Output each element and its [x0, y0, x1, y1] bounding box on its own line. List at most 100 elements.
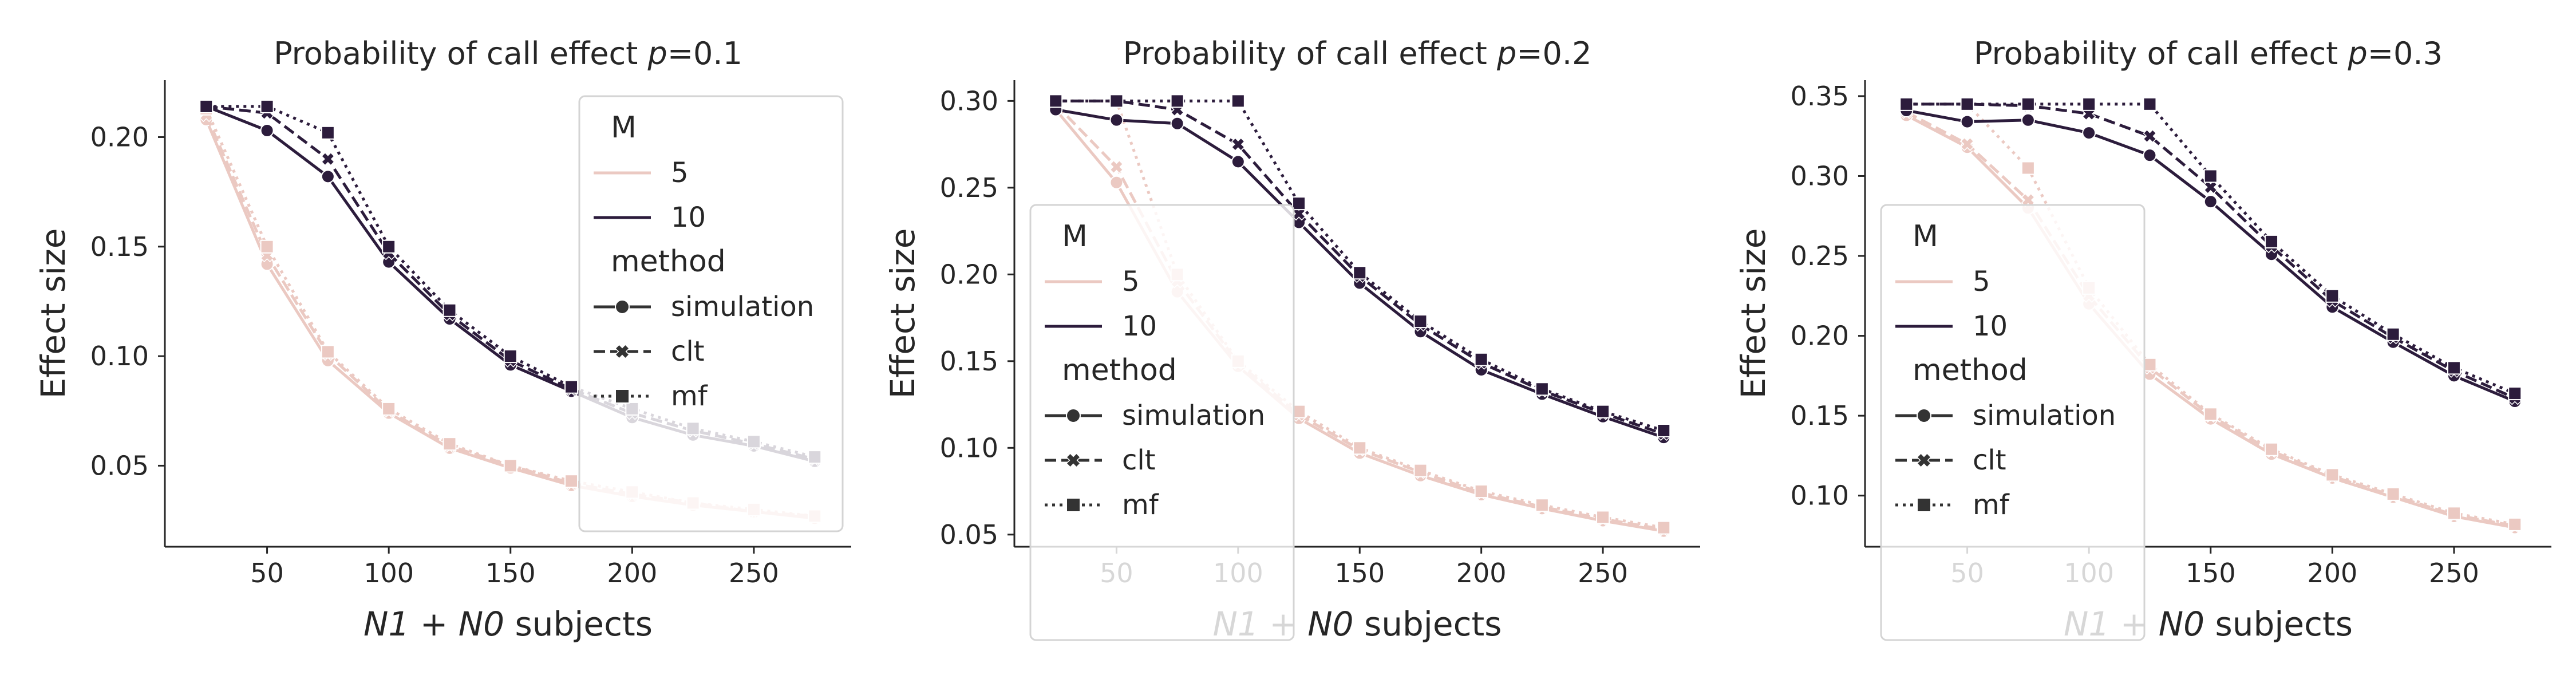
- data-point: [2508, 517, 2522, 531]
- legend-marker: [614, 344, 630, 360]
- y-axis-label: Effect size: [883, 228, 922, 399]
- data-point: [1109, 113, 1124, 127]
- legend-frame: [1880, 204, 2146, 641]
- y-tick-label: 0.35: [1791, 81, 1849, 112]
- chart-title-prefix: Probability of call effect: [274, 35, 647, 72]
- chart-panel-1: Probability of call effect p=0.1 50 100 150…: [34, 35, 851, 643]
- data-point: [1596, 510, 1610, 524]
- y-tick-label: 0.20: [1791, 321, 1849, 352]
- x-axis-label-text: subjects: [515, 605, 653, 643]
- data-point: [1899, 97, 1914, 111]
- data-point: [2143, 148, 2157, 163]
- data-point: [321, 152, 335, 166]
- legend-frame: [578, 95, 844, 532]
- data-point: [1353, 266, 1367, 280]
- y-tick-label: 0.05: [940, 519, 998, 550]
- legend-title-style: method: [1913, 353, 2028, 388]
- y-tick-label: 0.05: [90, 450, 149, 481]
- data-point: [564, 474, 579, 488]
- y-tick-label: 0.20: [90, 121, 149, 152]
- y-axis-label: Effect size: [1734, 228, 1773, 399]
- chart-title-variable: p: [2348, 35, 2368, 72]
- legend-marker: [1917, 408, 1931, 423]
- data-point: [1353, 441, 1367, 455]
- data-point: [1960, 137, 1974, 151]
- chart-title-prefix: Probability of call effect: [1123, 35, 1497, 72]
- series-M10-mf: [1049, 94, 1671, 438]
- x-tick-label: 250: [1578, 558, 1628, 589]
- y-axis-label: Effect size: [34, 228, 73, 399]
- data-point: [2203, 180, 2218, 195]
- data-point: [2386, 327, 2400, 341]
- chart-panel-2: Probability of call effect p=0.250100150…: [883, 35, 1700, 643]
- legend: M 5 10 method simulation clt mf: [1029, 204, 1295, 641]
- data-point: [2082, 126, 2096, 140]
- data-point: [2203, 195, 2218, 209]
- y-tick-label: 0.30: [1791, 160, 1849, 191]
- series-M10-mf: [1899, 97, 2522, 401]
- series-line: [206, 105, 815, 459]
- series-line: [1906, 102, 2516, 400]
- chart-title: Probability of call effect p=0.1: [274, 35, 742, 72]
- legend-title-hue: M: [1913, 219, 1938, 254]
- x-axis-label: N1 + N0 subjects: [364, 605, 653, 643]
- data-point: [1109, 160, 1124, 174]
- legend-marker: [1916, 452, 1932, 468]
- data-point: [1109, 175, 1124, 189]
- x-axis-label-text: subjects: [1364, 605, 1502, 643]
- data-point: [2143, 129, 2157, 143]
- data-point: [2143, 357, 2157, 372]
- data-point: [321, 345, 335, 359]
- data-point: [1292, 196, 1306, 211]
- legend-item-label: simulation: [671, 291, 814, 323]
- data-point: [1535, 498, 1549, 512]
- y-tick-label: 0.20: [940, 259, 998, 290]
- data-point: [1170, 94, 1184, 108]
- legend-item-label: simulation: [1122, 400, 1265, 432]
- y-tick-label: 0.15: [940, 346, 998, 377]
- data-point: [1413, 463, 1428, 477]
- legend-marker: [1066, 498, 1081, 512]
- legend-item-label: 5: [1122, 266, 1140, 298]
- data-point: [260, 99, 274, 113]
- x-tick-label: 100: [364, 558, 414, 589]
- data-point: [1109, 94, 1124, 108]
- data-point: [1231, 94, 1245, 108]
- y-tick-label: 0.25: [1791, 240, 1849, 271]
- x-tick-label: 50: [250, 558, 284, 589]
- data-point: [2265, 442, 2279, 456]
- data-point: [2021, 161, 2035, 175]
- data-point: [1231, 137, 1245, 152]
- data-point: [2447, 506, 2461, 520]
- data-point: [321, 169, 335, 184]
- data-point: [1596, 404, 1610, 418]
- legend-marker: [1065, 452, 1081, 468]
- data-point: [382, 239, 396, 254]
- legend-item-label: clt: [671, 335, 705, 368]
- legend-marker: [1917, 498, 1931, 512]
- data-point: [1960, 114, 1974, 129]
- data-point: [2203, 407, 2218, 421]
- x-tick-label: 200: [607, 558, 657, 589]
- data-point: [1474, 484, 1488, 499]
- data-point: [321, 125, 335, 140]
- legend-item-label: mf: [671, 380, 708, 412]
- legend-title-hue: M: [611, 110, 637, 145]
- data-point: [2203, 169, 2218, 183]
- data-point: [2265, 234, 2279, 248]
- legend-item-label: mf: [1973, 489, 2010, 521]
- data-point: [260, 124, 274, 138]
- chart-title-value: =0.2: [1516, 35, 1591, 72]
- legend-item-label: 5: [671, 157, 689, 189]
- data-point: [1474, 352, 1488, 366]
- data-point: [260, 239, 274, 254]
- x-tick-label: 150: [2186, 558, 2236, 589]
- legend-marker: [1066, 408, 1081, 423]
- y-tick-label: 0.10: [1791, 480, 1849, 511]
- x-tick-label: 200: [2307, 558, 2357, 589]
- y-tick-label: 0.15: [1791, 400, 1849, 431]
- x-tick-label: 250: [729, 558, 779, 589]
- y-tick-label: 0.15: [90, 231, 149, 262]
- legend: M 5 10 method simulation clt mf: [1880, 204, 2146, 641]
